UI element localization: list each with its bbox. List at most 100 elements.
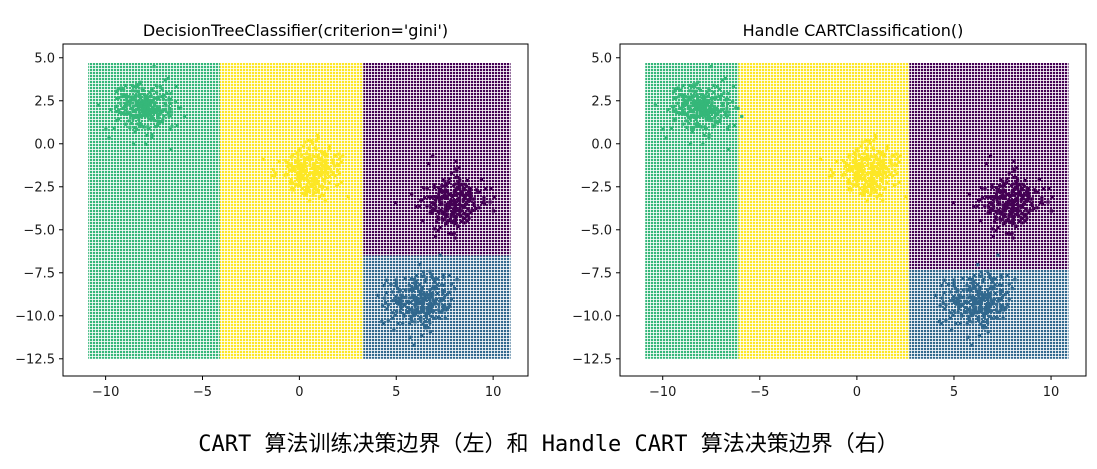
data-point (326, 171, 330, 175)
data-point (438, 253, 442, 257)
data-point (723, 76, 728, 81)
data-point (450, 210, 454, 215)
data-point (1015, 183, 1019, 187)
data-point (960, 313, 964, 317)
data-point (718, 97, 723, 101)
data-point (895, 152, 899, 156)
data-point (968, 293, 972, 297)
data-point (1002, 182, 1006, 186)
data-point (311, 154, 316, 159)
data-point (449, 232, 453, 236)
y-tick-label: 5.0 (591, 51, 612, 66)
data-point (410, 277, 414, 281)
data-point (863, 189, 868, 193)
data-point (443, 316, 447, 320)
data-point (855, 180, 859, 184)
data-point (451, 207, 456, 211)
data-point (420, 274, 424, 279)
data-point (165, 91, 169, 95)
data-point (305, 176, 309, 180)
data-point (952, 278, 956, 282)
data-point (458, 192, 463, 196)
data-point (882, 165, 886, 169)
y-tick-label: −2.5 (580, 180, 612, 195)
data-point (137, 117, 141, 121)
data-point (463, 197, 467, 201)
data-point (968, 310, 972, 314)
data-point (722, 91, 726, 95)
data-point (443, 304, 447, 308)
data-point (1030, 201, 1034, 205)
data-point (428, 211, 432, 215)
data-point (977, 274, 982, 279)
data-point (316, 154, 320, 158)
data-point (472, 201, 476, 205)
data-point (696, 96, 700, 100)
data-point (433, 208, 437, 212)
data-point (993, 215, 998, 219)
data-point (386, 302, 390, 307)
data-point (136, 99, 140, 103)
data-point (337, 152, 341, 156)
data-point (289, 178, 293, 182)
data-point (403, 288, 408, 292)
data-point (489, 186, 493, 191)
data-point (673, 117, 678, 121)
data-point (988, 154, 993, 158)
data-point (424, 278, 428, 282)
data-point (310, 157, 314, 161)
data-point (394, 295, 398, 299)
data-point (335, 162, 340, 167)
data-point (383, 301, 388, 305)
data-point (661, 127, 665, 131)
data-point (390, 311, 395, 315)
data-point (454, 217, 458, 221)
data-point (958, 321, 963, 326)
data-point (448, 217, 453, 222)
data-point (703, 112, 708, 116)
data-point (339, 180, 344, 184)
decision-region-blue (909, 269, 1069, 359)
data-point (970, 311, 974, 315)
data-point (851, 168, 855, 172)
data-point (430, 304, 435, 308)
data-point (978, 285, 982, 289)
data-point (678, 106, 682, 110)
data-point (865, 172, 869, 176)
data-point (424, 315, 429, 319)
data-point (671, 109, 675, 114)
data-point (414, 284, 418, 288)
data-point (687, 121, 691, 125)
data-point (298, 183, 302, 187)
data-point (303, 163, 307, 167)
data-point (695, 125, 699, 129)
data-point (977, 333, 982, 338)
data-point (137, 125, 142, 129)
data-point (697, 86, 701, 91)
data-point (988, 291, 992, 295)
data-point (331, 172, 335, 177)
data-point (127, 95, 131, 99)
data-point (853, 165, 857, 169)
data-point (418, 283, 422, 287)
data-point (696, 104, 700, 108)
data-point (960, 295, 964, 300)
data-point (449, 198, 453, 202)
data-point (447, 231, 451, 236)
data-point (726, 97, 730, 101)
data-point (469, 211, 473, 215)
data-point (681, 122, 685, 126)
data-point (394, 300, 399, 304)
data-point (1003, 214, 1007, 219)
data-point (996, 299, 1000, 303)
data-point (420, 299, 424, 304)
data-point (287, 161, 291, 166)
data-point (695, 82, 699, 86)
data-point (954, 299, 958, 303)
data-point (488, 200, 492, 204)
data-point (691, 114, 695, 119)
data-point (179, 106, 183, 111)
data-point (943, 307, 947, 311)
data-point (302, 177, 306, 181)
data-point (681, 112, 686, 116)
